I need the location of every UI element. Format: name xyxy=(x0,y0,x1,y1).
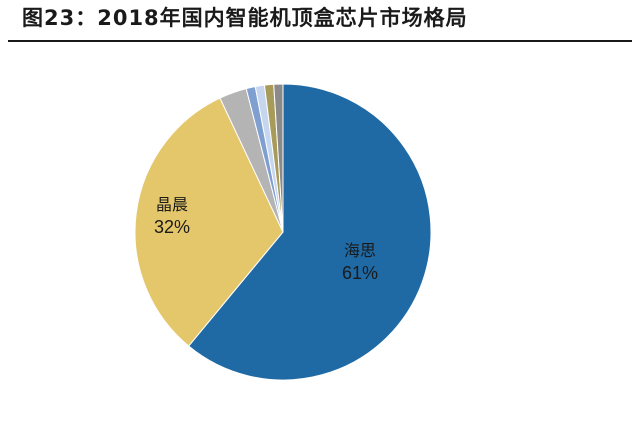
slice-pct-jingchen: 32% xyxy=(153,217,191,237)
title-divider xyxy=(8,40,632,42)
slice-name-jingchen: 晶晨 xyxy=(155,195,188,214)
slice-label-jingchen: 晶晨 32% xyxy=(142,194,202,238)
pie-slice-other-6 xyxy=(273,83,284,233)
slice-label-haisi: 海思 61% xyxy=(330,240,390,284)
slice-name-haisi: 海思 xyxy=(343,241,376,260)
pie-slice-海思 xyxy=(187,83,432,381)
chart-title: 图23：2018年国内智能机顶盒芯片市场格局 xyxy=(22,6,468,30)
slice-pct-haisi: 61% xyxy=(341,263,379,283)
pie-slice-晶晨 xyxy=(134,97,284,347)
